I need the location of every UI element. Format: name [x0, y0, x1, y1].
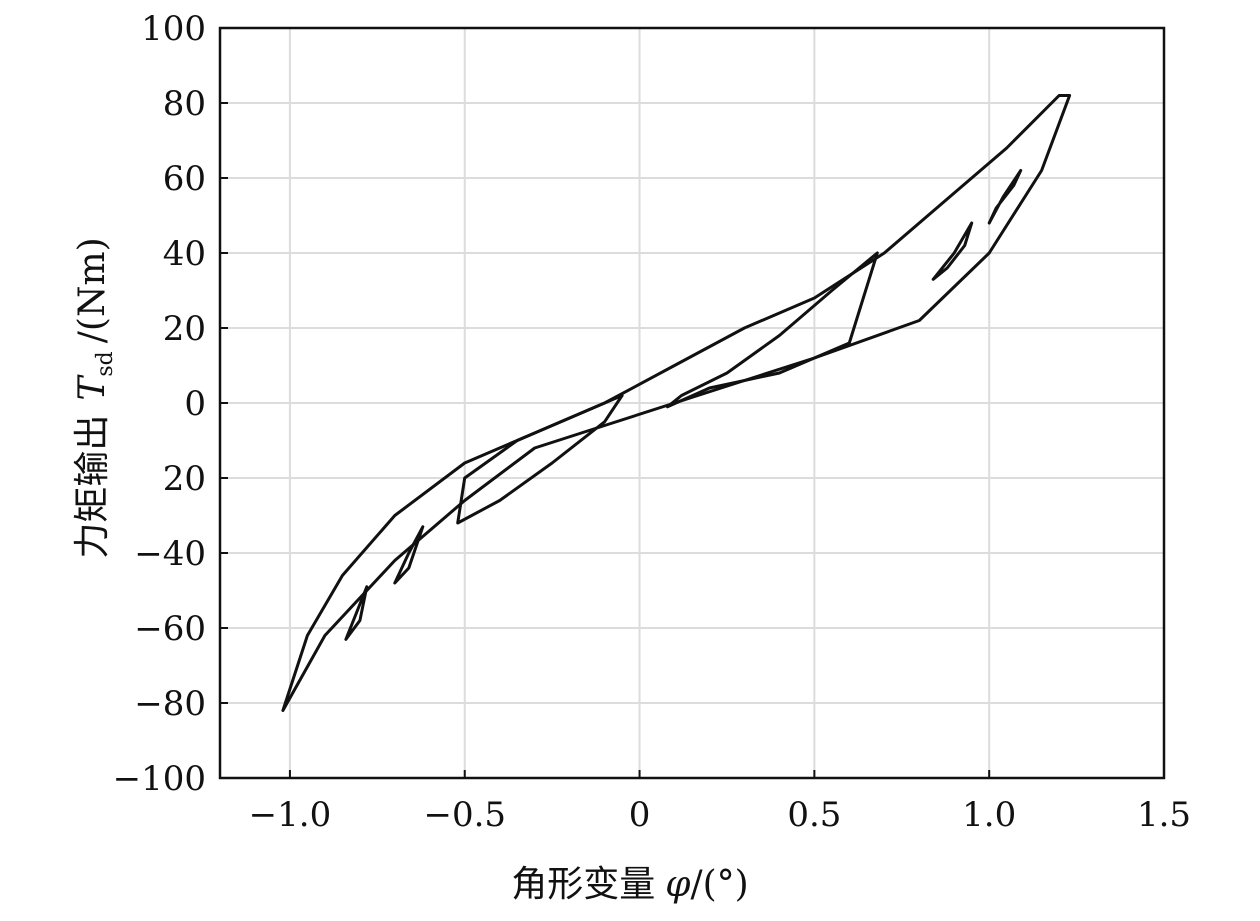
- x-axis-label-unit: /(°): [691, 864, 749, 905]
- hysteresis-loop-2: [456, 394, 624, 525]
- x-tick-label: 0: [629, 795, 651, 835]
- y-tick-label: 20: [163, 459, 206, 499]
- y-tick-label: 0: [184, 384, 206, 424]
- y-tick-label: 20: [163, 309, 206, 349]
- x-tick-label: 1.5: [1137, 795, 1191, 835]
- y-tick-label: 80: [163, 84, 206, 124]
- tick-marks: [220, 27, 1165, 779]
- y-axis-label-symbol: T: [72, 374, 113, 401]
- y-axis-label-unit: /(Nm): [72, 237, 113, 343]
- y-axis-label-text: 力矩输出: [72, 415, 113, 559]
- x-axis-label: 角形变量 φ/(°): [511, 864, 748, 905]
- x-tick-label: 1.0: [962, 795, 1016, 835]
- hysteresis-loop-3: [987, 169, 1023, 225]
- y-tick-label: 60: [163, 159, 206, 199]
- x-tick-label: −1.0: [249, 795, 332, 835]
- hysteresis-loop-6: [344, 585, 369, 641]
- x-tick-labels: −1.0 −0.5 0 0.5 1.0 1.5: [249, 795, 1191, 835]
- y-tick-label: −60: [134, 609, 206, 649]
- x-tick-label: 0.5: [787, 795, 841, 835]
- hysteresis-loop-0: [281, 94, 1072, 712]
- hysteresis-loop-5: [393, 525, 425, 585]
- y-tick-label: 40: [163, 234, 206, 274]
- y-tick-label: −100: [113, 759, 206, 799]
- y-axis-label-subscript: sd: [93, 351, 118, 376]
- x-tick-label: −0.5: [423, 795, 506, 835]
- y-tick-label: −40: [134, 534, 206, 574]
- y-tick-label: −80: [134, 684, 206, 724]
- y-tick-label: 100: [141, 9, 206, 49]
- grid-lines: [220, 28, 1164, 778]
- y-axis-label: 力矩输出 Tsd /(Nm): [72, 237, 118, 558]
- hysteresis-loop-1: [666, 251, 879, 409]
- x-axis-label-symbol: φ: [665, 864, 691, 905]
- x-axis-label-text: 角形变量: [511, 864, 655, 905]
- hysteresis-loop-4: [931, 221, 974, 281]
- series-layer: [281, 94, 1072, 712]
- y-tick-labels: 100 80 60 40 20 0 20 −40 −60 −80 −100: [113, 9, 206, 799]
